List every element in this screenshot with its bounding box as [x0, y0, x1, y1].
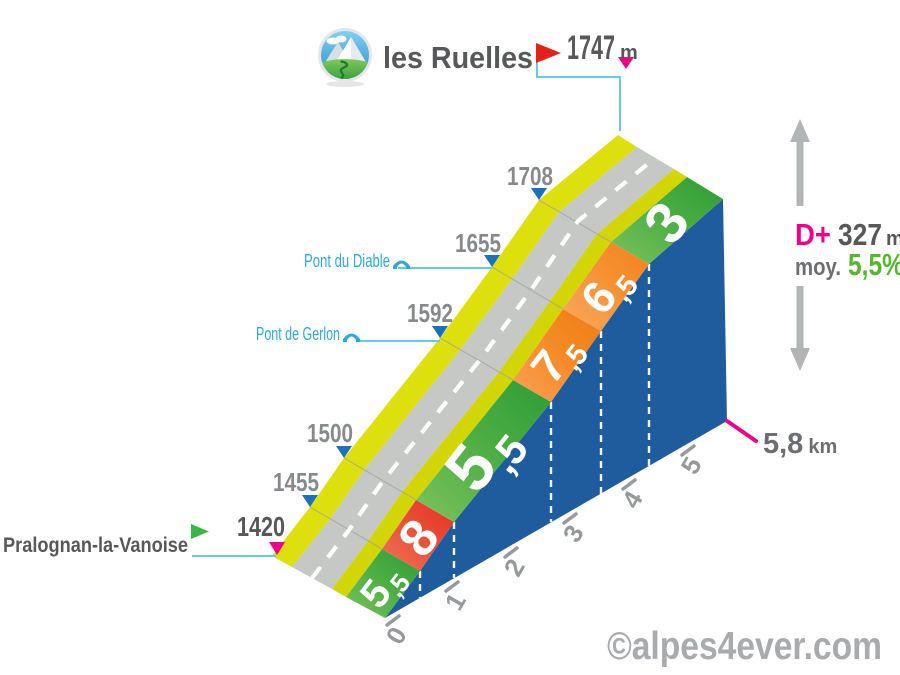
mark-1592-label: 1592: [407, 298, 453, 328]
distance-pointer-line: [725, 419, 758, 443]
summit-triangle: [618, 57, 634, 69]
road-segment-separators: [309, 199, 612, 550]
km-tick-5: 5: [675, 452, 708, 480]
summit-name: les Ruelles: [383, 40, 533, 75]
wedge-side-face: [385, 199, 727, 618]
mark-1592-triangle: [432, 326, 448, 338]
start-marker: 1420 Pralognan-la-Vanoise: [3, 511, 285, 557]
band-6-5: [563, 242, 649, 331]
band-8: [382, 500, 454, 571]
gradient-bands: [346, 177, 723, 618]
band-7-5: [513, 309, 601, 402]
km-tick-3: 3: [557, 520, 590, 548]
road-center-dashes: [310, 156, 657, 580]
summit-elevation: 1747 m: [567, 29, 638, 67]
gerlon-bridge-icon: [343, 333, 360, 342]
total-distance: 5,8 km: [725, 419, 837, 460]
mark-1655-triangle: [484, 255, 500, 267]
diable-bridge-icon: [393, 260, 410, 269]
mark-1708-triangle: [531, 188, 547, 200]
start-name: Pralognan-la-Vanoise: [3, 534, 188, 557]
km-tick-marks: [385, 444, 696, 627]
start-triangle: [269, 542, 285, 555]
distance-label: 5,8 km: [763, 428, 837, 460]
segment-dashed-guides: [418, 264, 651, 598]
mark-1655-label: 1655: [455, 228, 501, 258]
start-elevation: 1420: [237, 511, 285, 542]
band-5-5-b: [416, 380, 551, 522]
avg-line: moy. 5,5%: [795, 247, 900, 282]
diable-name: Pont du Diable: [304, 251, 390, 271]
summit-header: les Ruelles 1747 m: [318, 28, 638, 131]
mark-1455-label: 1455: [273, 467, 319, 497]
km-tick-0: 0: [380, 622, 413, 650]
elevation-arrow-head-up: [790, 119, 810, 142]
watermark: ©alpes4ever.com: [607, 625, 882, 668]
summit-flag-icon: [536, 43, 561, 63]
summit-connector-line: [536, 60, 621, 131]
start-flag-icon: [191, 524, 209, 539]
elevation-arrow-head-down: [790, 348, 810, 371]
band-5-5-a: [346, 549, 420, 618]
km-tick-1: 1: [439, 588, 472, 616]
gerlon-name: Pont de Gerlon: [256, 324, 340, 344]
road-right-yellow-edge: [332, 169, 687, 597]
elevation-markers: 1708 1655 Pont du Diable 1592 Pont de Ge…: [256, 161, 553, 507]
mark-1500-triangle: [336, 446, 352, 458]
road-left-yellow-edge: [272, 135, 637, 567]
mark-1708-label: 1708: [507, 161, 553, 191]
road-surface: [292, 147, 674, 589]
mark-1500-label: 1500: [307, 418, 353, 448]
mark-1455-triangle: [302, 495, 318, 507]
mountain-road-badge-icon: [318, 28, 372, 87]
stats-panel: D+ 327 m moy. 5,5%: [790, 119, 900, 371]
km-tick-2: 2: [498, 554, 531, 582]
band-3: [611, 177, 723, 264]
km-tick-4: 4: [616, 485, 649, 513]
gain-line: D+ 327 m: [795, 217, 900, 252]
